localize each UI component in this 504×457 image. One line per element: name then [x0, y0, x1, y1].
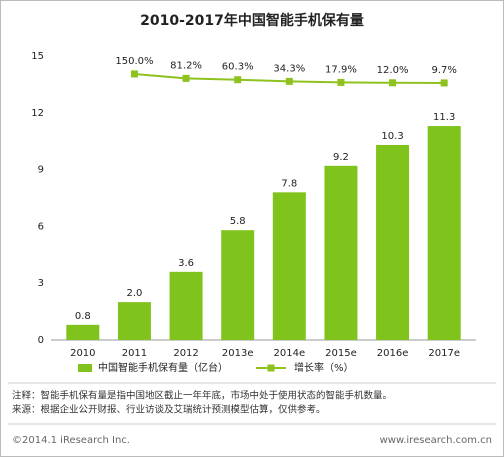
marker [389, 79, 397, 87]
value-label: 9.2 [333, 152, 349, 163]
marker [234, 76, 242, 84]
value-label: 34.3% [273, 63, 305, 74]
bar [221, 230, 255, 340]
value-label: 11.3 [433, 112, 455, 123]
y-tick-label: 15 [31, 51, 44, 62]
value-label: 9.7% [431, 65, 456, 76]
bar [427, 126, 461, 340]
note: 来源：根据企业公开财报、行业访谈及艾瑞统计预测模型估算，仅供参考。 [12, 404, 326, 416]
y-tick-label: 6 [38, 221, 44, 232]
value-label: 2.0 [126, 288, 142, 299]
marker [440, 79, 448, 87]
marker [182, 74, 190, 82]
x-tick-label: 2016e [377, 348, 409, 359]
value-label: 150.0% [115, 56, 153, 67]
x-tick-label: 2017e [428, 348, 460, 359]
value-label: 81.2% [170, 60, 202, 71]
bar [117, 302, 151, 340]
bar [169, 271, 203, 340]
legend-swatch [78, 364, 92, 372]
x-tick-label: 2010 [70, 348, 95, 359]
value-label: 17.9% [325, 64, 357, 75]
bar [376, 144, 410, 340]
value-label: 10.3 [381, 131, 403, 142]
x-tick-label: 2013e [222, 348, 254, 359]
note: 注释：智能手机保有量是指中国地区截止一年年底，市场中处于使用状态的智能手机数量。 [12, 390, 392, 402]
bar [324, 165, 358, 340]
bar [66, 324, 100, 340]
copyright: ©2014.1 iResearch Inc. [12, 435, 130, 446]
value-label: 5.8 [230, 216, 246, 227]
x-tick-label: 2011 [122, 348, 147, 359]
value-label: 3.6 [178, 258, 194, 269]
marker [130, 70, 138, 78]
website: www.iresearch.com.cn [380, 435, 492, 446]
value-label: 12.0% [377, 65, 409, 76]
legend-label: 中国智能手机保有量（亿台） [98, 361, 228, 374]
marker [337, 78, 345, 86]
bar [272, 192, 306, 340]
value-label: 0.8 [75, 311, 91, 322]
x-tick-label: 2014e [274, 348, 306, 359]
y-tick-label: 9 [38, 165, 44, 176]
legend-marker [267, 364, 275, 372]
marker [285, 77, 293, 85]
value-label: 7.8 [281, 178, 297, 189]
chart-title: 2010-2017年中国智能手机保有量 [140, 12, 364, 29]
y-tick-label: 3 [38, 278, 44, 289]
x-tick-label: 2012 [173, 348, 198, 359]
y-tick-label: 12 [31, 108, 44, 119]
x-tick-label: 2015e [325, 348, 357, 359]
y-tick-label: 0 [38, 335, 44, 346]
value-label: 60.3% [222, 62, 254, 73]
legend-label: 增长率（%） [294, 361, 354, 374]
